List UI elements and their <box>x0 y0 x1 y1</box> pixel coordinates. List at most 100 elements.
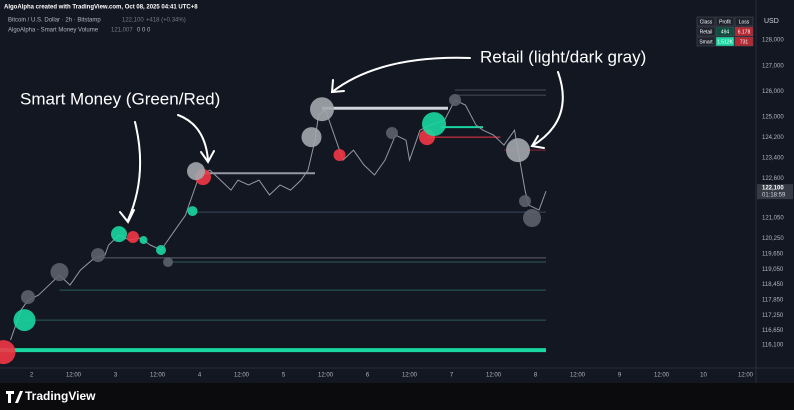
arrows <box>119 56 564 224</box>
y-tick-label: 117,850 <box>762 297 784 303</box>
volume-bubble <box>111 226 127 243</box>
table-cell <box>734 26 754 37</box>
volume-bubble <box>91 248 105 263</box>
y-tick-label: 116,100 <box>762 342 784 348</box>
volume-bubble <box>519 195 531 208</box>
y-tick-label: 127,000 <box>762 63 784 69</box>
arrow-head <box>330 79 345 94</box>
footer-bg <box>0 383 794 410</box>
x-tick-label: 4 <box>198 373 202 379</box>
x-tick-label: 12:00 <box>402 373 418 379</box>
x-tick-label: 12:00 <box>654 373 670 379</box>
volume-bubble <box>13 309 36 332</box>
annotation: Retail (light/dark gray) <box>480 47 646 66</box>
symbol-change: +418 (+0.34%) <box>146 18 186 24</box>
brand: TradingView <box>6 389 96 403</box>
y-tick-label: 128,000 <box>762 38 784 44</box>
table-cell <box>696 16 716 27</box>
arrow <box>331 56 471 93</box>
countdown: 01:18:59 <box>762 193 786 199</box>
x-tick-label: 12:00 <box>738 373 754 379</box>
table-cell <box>715 16 735 27</box>
chart-bg <box>0 0 794 383</box>
x-tick-label: 12:00 <box>234 373 250 379</box>
indicator-extra: 0 0 0 <box>137 28 151 34</box>
x-tick-label: 12:00 <box>486 373 502 379</box>
arrow-head <box>200 150 215 164</box>
x-tick-label: 3 <box>114 373 118 379</box>
table-text: Loss <box>739 19 750 25</box>
credit: AlgoAlpha created with TradingView.com, … <box>4 5 198 11</box>
volume-bubble <box>333 149 346 162</box>
volume-bubble <box>163 257 173 268</box>
volume-bubble <box>449 94 461 107</box>
volume-bubble <box>50 263 69 282</box>
y-tick-label: 123,400 <box>762 155 784 161</box>
x-tick-label: 12:00 <box>66 373 82 379</box>
x-tick-label: 7 <box>450 373 454 379</box>
table-text: Smart <box>699 39 713 45</box>
table-cell <box>715 26 735 37</box>
table-cell <box>696 36 716 47</box>
stats-table: Class Profit Loss Retail 494 6.178 Smart 1.512K… <box>696 16 754 47</box>
arrow <box>177 114 209 161</box>
x-tick-label: 8 <box>534 373 538 379</box>
volume-bubble <box>0 340 16 365</box>
last-price-box <box>757 184 793 200</box>
x-tick-label: 12:00 <box>318 373 334 379</box>
y-tick-label: 124,200 <box>762 135 784 141</box>
table-text: Retail <box>700 29 713 35</box>
logo <box>6 391 23 403</box>
x-tick-label: 10 <box>700 373 707 379</box>
table-text: 494 <box>721 29 730 35</box>
volume-bubble <box>506 138 530 163</box>
y-tick-label: 126,000 <box>762 89 784 95</box>
plot <box>0 89 547 365</box>
table-text: 731 <box>740 39 749 45</box>
table-cell <box>734 36 754 47</box>
x-tick-label: 2 <box>30 373 34 379</box>
volume-bubble <box>301 127 322 148</box>
table-cell <box>734 16 754 27</box>
x-tick-label: 9 <box>618 373 622 379</box>
last-price: 122,100 <box>762 186 784 192</box>
x-tick-label: 12:00 <box>150 373 166 379</box>
symbol-price: 122,100 <box>122 18 144 24</box>
x-tick-label: 6 <box>366 373 370 379</box>
price-line <box>10 99 547 341</box>
table-cell <box>696 26 716 37</box>
table-text: 6.178 <box>738 29 751 35</box>
x-tick-label: 12:00 <box>570 373 586 379</box>
y-tick-label: 119,650 <box>762 251 784 257</box>
y-tick-label: 121,050 <box>762 216 784 222</box>
volume-bubble <box>21 290 35 305</box>
volume-bubble <box>422 112 446 137</box>
y-tick-label: 122,600 <box>762 176 784 182</box>
y-tick-label: 120,250 <box>762 236 784 242</box>
y-tick-label: 119,050 <box>762 267 784 273</box>
indicator: AlgoAlpha - Smart Money Volume <box>8 28 99 34</box>
arrow <box>531 71 564 147</box>
table-text: Profit <box>719 19 731 25</box>
volume-bubble <box>187 206 198 217</box>
indicator-value: 121,007 <box>111 28 133 34</box>
brand-name: TradingView <box>25 389 96 403</box>
arrow-head <box>530 135 545 149</box>
y-tick-label: 117,250 <box>762 313 784 319</box>
volume-bubble <box>187 162 205 181</box>
table-text: 1.512K <box>717 39 734 45</box>
table-cell <box>715 36 735 47</box>
volume-bubble <box>127 230 139 243</box>
volume-bubble <box>310 97 334 122</box>
volume-bubble <box>156 245 166 255</box>
y-tick-label: 125,000 <box>762 114 784 120</box>
x-tick-label: 5 <box>282 373 286 379</box>
volume-bubble <box>386 127 398 140</box>
symbol: Bitcoin / U.S. Dollar · 2h · Bitstamp <box>8 18 101 24</box>
annotation: Smart Money (Green/Red) <box>20 89 220 108</box>
volume-bubble <box>523 209 541 228</box>
arrow-head <box>119 209 135 224</box>
currency: USD <box>764 18 779 25</box>
